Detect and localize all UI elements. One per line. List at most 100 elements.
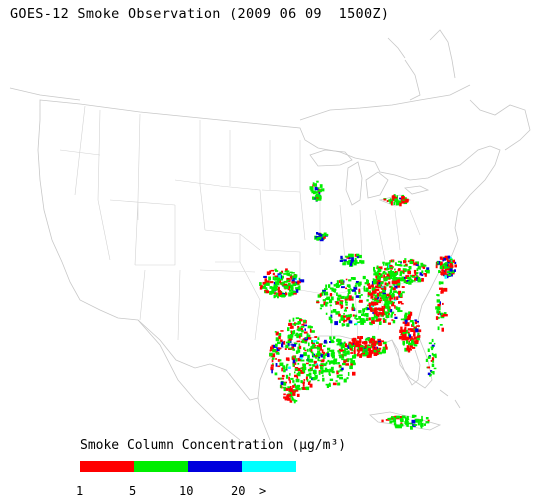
smoke-pixel [318,371,321,375]
smoke-pixel [281,343,284,348]
smoke-pixel [372,339,375,343]
smoke-pixel [377,279,380,282]
smoke-pixel [408,341,411,345]
smoke-pixel [348,320,353,324]
smoke-pixel [453,259,455,263]
smoke-pixel [433,354,437,357]
smoke-pixel [323,236,326,239]
smoke-pixel [390,275,393,280]
smoke-pixel [411,280,414,283]
smoke-pixel [322,351,326,355]
smoke-pixel [329,336,332,340]
smoke-pixel [421,266,426,268]
smoke-pixel [290,275,293,280]
smoke-pixel [399,336,404,338]
smoke-pixel [366,345,369,348]
smoke-pixel [274,372,278,376]
smoke-pixel [307,358,309,362]
smoke-pixel [297,374,299,376]
smoke-pixel [364,344,367,348]
smoke-pixel [273,284,277,287]
smoke-pixel [292,356,295,361]
smoke-pixel [389,417,392,421]
smoke-pixel [373,266,376,271]
smoke-pixel [309,349,312,353]
smoke-pixel [321,349,324,353]
smoke-pixel [390,269,393,272]
smoke-pixel [296,335,299,339]
smoke-pixel [323,345,326,347]
smoke-pixel [377,268,382,272]
smoke-pixel [343,260,347,263]
smoke-pixel [359,259,362,264]
smoke-pixel [439,264,443,269]
smoke-pixel [277,280,279,283]
smoke-pixel [396,195,398,198]
smoke-pixel [439,266,443,269]
smoke-pixel [386,282,389,287]
smoke-pixel [421,415,423,420]
smoke-pixel [339,300,344,303]
smoke-pixel [338,374,343,377]
smoke-pixel [352,344,356,347]
smoke-pixel [357,284,361,287]
smoke-pixel [398,292,400,296]
smoke-pixel [319,190,322,193]
smoke-pixel [303,331,308,334]
smoke-pixel [441,289,444,294]
us-outline [37,99,501,401]
smoke-pixel [269,281,274,284]
smoke-pixel [397,279,400,283]
smoke-pixel [299,333,303,337]
smoke-pixel [370,295,374,299]
smoke-pixel [363,307,366,310]
smoke-pixel [362,311,365,315]
smoke-pixel [381,313,384,317]
smoke-pixel [333,336,336,340]
smoke-pixel [290,276,294,280]
smoke-pixel [313,360,317,364]
smoke-pixel [406,418,410,421]
smoke-pixel [274,295,277,298]
smoke-pixel [270,347,275,351]
smoke-pixel [444,268,447,273]
smoke-pixel [275,358,277,360]
smoke-pixel [429,355,431,358]
smoke-pixel [343,341,346,345]
smoke-pixel [376,265,379,269]
smoke-pixel [381,295,383,299]
smoke-pixel [296,328,299,331]
smoke-pixel [314,191,318,194]
smoke-pixel [322,377,325,382]
smoke-pixel [416,274,418,278]
legend-title: Smoke Column Concentration (µg/m³) [80,438,347,453]
smoke-pixel [408,336,412,340]
smoke-pixel [276,288,279,291]
smoke-pixel [402,268,406,271]
smoke-pixel [386,300,391,305]
florida-outline [391,339,421,386]
smoke-pixel [411,414,415,418]
smoke-pixel [337,382,341,386]
smoke-pixel [341,286,345,289]
smoke-pixel [334,291,336,293]
smoke-pixel [300,367,303,370]
smoke-pixel [373,280,376,283]
smoke-pixel [399,329,403,333]
smoke-pixel [396,277,399,280]
smoke-pixel [294,281,298,285]
smoke-pixel [284,397,287,401]
smoke-pixel [426,269,430,274]
smoke-pixel [315,188,319,191]
smoke-pixel [367,337,371,342]
smoke-pixel [417,329,422,333]
smoke-pixel [299,327,303,331]
smoke-pixel [295,378,300,383]
smoke-pixel [262,281,267,285]
smoke-pixel [375,314,380,318]
smoke-pixel [322,359,325,362]
smoke-pixel [295,317,300,320]
smoke-pixel [454,264,457,268]
smoke-pixel [382,287,385,292]
smoke-pixel [338,352,341,354]
